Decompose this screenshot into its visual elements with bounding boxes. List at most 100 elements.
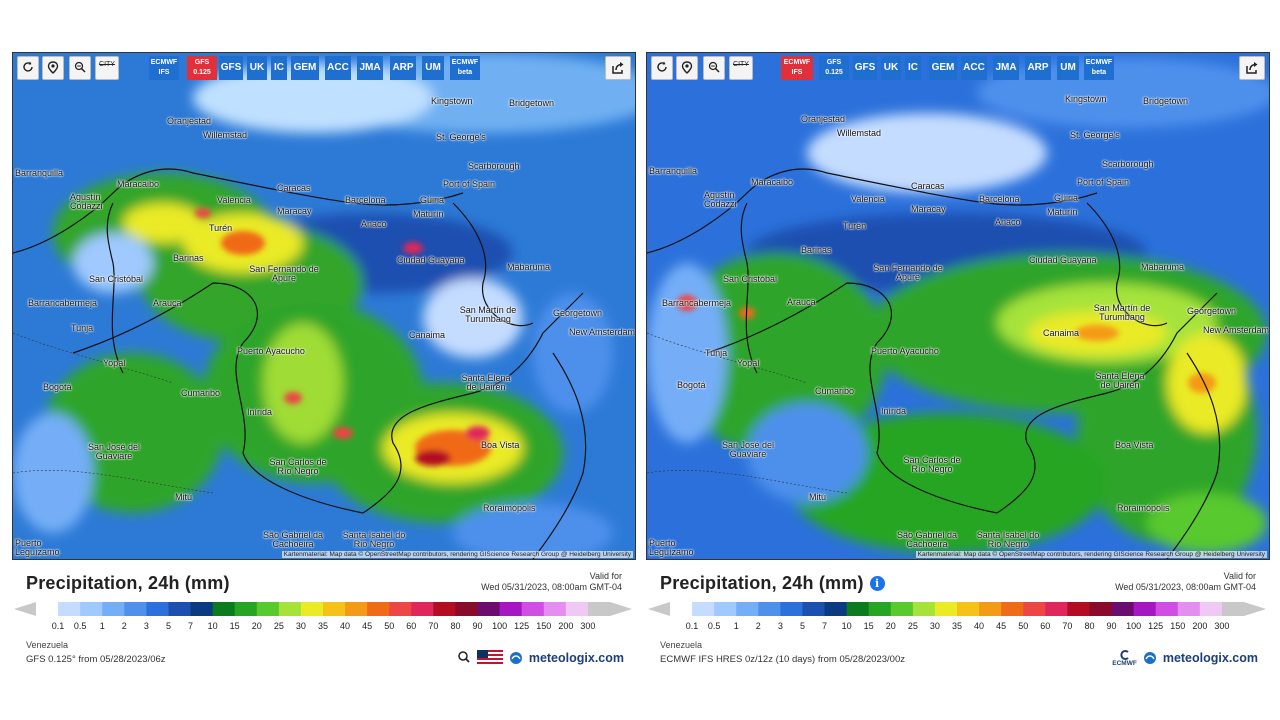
zoom-out-button[interactable] bbox=[703, 56, 725, 80]
scale-color-swatch bbox=[692, 602, 715, 616]
model-ecmwf-beta-button[interactable]: ECMWF beta bbox=[450, 56, 480, 80]
scale-color-swatch bbox=[477, 602, 501, 616]
city-toggle-button[interactable]: CITY bbox=[729, 56, 753, 80]
scale-arrow-left bbox=[648, 602, 670, 616]
scale-tick-label: 25 bbox=[273, 621, 284, 631]
refresh-button[interactable] bbox=[17, 56, 39, 80]
precip-field bbox=[13, 53, 635, 559]
city-toggle-button[interactable]: CITY bbox=[95, 56, 119, 80]
scale-tick-label: 30 bbox=[929, 621, 940, 631]
model-gfs-0125-button[interactable]: GFS 0.125 bbox=[819, 56, 849, 80]
model-acc-button[interactable]: ACC bbox=[325, 56, 351, 80]
zoom-out-button[interactable] bbox=[69, 56, 91, 80]
model-uk-button[interactable]: UK bbox=[881, 56, 901, 80]
valid-time: Valid for Wed 05/31/2023, 08:00am GMT-04 bbox=[1115, 571, 1256, 593]
city-label: Güiria bbox=[1054, 193, 1079, 203]
city-label: St. George's bbox=[1070, 130, 1120, 140]
city-label: Boa Vista bbox=[1115, 440, 1154, 450]
scale-color-swatch bbox=[802, 602, 826, 616]
city-label: Oranjestad bbox=[167, 116, 212, 126]
model-ic-button[interactable]: IC bbox=[905, 56, 921, 80]
city-label: Maturín bbox=[413, 209, 444, 219]
city-label: Barrancabermeja bbox=[28, 298, 98, 308]
model-uk-button[interactable]: UK bbox=[247, 56, 267, 80]
city-label: São Gabriel da Cachoeira bbox=[262, 530, 324, 549]
scale-color-swatch bbox=[212, 602, 236, 616]
model-acc-button[interactable]: ACC bbox=[961, 56, 987, 80]
city-label: Güiria bbox=[420, 195, 445, 205]
model-ecmwf-beta-button[interactable]: ECMWF beta bbox=[1084, 56, 1114, 80]
scale-tick-label: 20 bbox=[885, 621, 896, 631]
model-gfs-button[interactable]: GFS bbox=[219, 56, 243, 80]
city-label: Maracay bbox=[911, 204, 946, 214]
city-label: Canaima bbox=[409, 330, 446, 340]
city-label: San Martín de Turumbang bbox=[1093, 303, 1151, 322]
scale-tick-label: 200 bbox=[1192, 621, 1208, 631]
model-arp-button[interactable]: ARP bbox=[390, 56, 416, 80]
city-label: Tunja bbox=[705, 348, 728, 358]
scale-color-swatch bbox=[780, 602, 803, 616]
scale-tick-label: 125 bbox=[1148, 621, 1164, 631]
share-button[interactable] bbox=[1239, 56, 1265, 80]
location-button[interactable] bbox=[42, 56, 64, 80]
scale-color-swatch bbox=[543, 602, 567, 616]
scale-color-swatch bbox=[1133, 602, 1157, 616]
city-label: San Cristóbal bbox=[723, 274, 778, 284]
model-jma-button[interactable]: JMA bbox=[357, 56, 383, 80]
map-toolbar: CITY ECMWF IFS GFS 0.125 GFS UK IC GEM ACC… bbox=[647, 56, 1269, 82]
ecmwf-logo-icon bbox=[1119, 649, 1129, 660]
city-label: Maracaibo bbox=[117, 179, 160, 189]
model-gem-button[interactable]: GEM bbox=[929, 56, 957, 80]
city-label: Kingstown bbox=[1065, 94, 1107, 104]
scale-tick-label: 20 bbox=[251, 621, 262, 631]
scale-tick-label: 5 bbox=[799, 621, 805, 631]
city-label: Santa Isabel do Rio Negro bbox=[342, 530, 406, 549]
city-label: St. George's bbox=[436, 132, 486, 142]
scale-color-swatch bbox=[824, 602, 848, 616]
brand: ECMWF meteologix.com bbox=[1112, 648, 1258, 668]
model-ecmwf-ifs-button[interactable]: ECMWF IFS bbox=[781, 56, 813, 80]
location-button[interactable] bbox=[676, 56, 698, 80]
brand-name[interactable]: meteologix.com bbox=[528, 651, 624, 665]
scale-tick-label: 60 bbox=[406, 621, 417, 631]
scale-tick-label: 0.5 bbox=[707, 621, 721, 631]
scale-tick-label: 40 bbox=[340, 621, 351, 631]
city-label: Mitú bbox=[809, 492, 827, 502]
model-jma-button[interactable]: JMA bbox=[993, 56, 1019, 80]
city-label: San Carlos de Río Negro bbox=[903, 455, 961, 474]
model-um-button[interactable]: UM bbox=[422, 56, 444, 80]
city-label: Arauca bbox=[153, 298, 182, 308]
scale-color-swatch bbox=[1111, 602, 1135, 616]
scale-tick-label: 7 bbox=[822, 621, 828, 631]
scale-color-swatch bbox=[278, 602, 302, 616]
scale-tick-label: 80 bbox=[450, 621, 461, 631]
city-label: Maturín bbox=[1047, 207, 1078, 217]
info-icon[interactable]: i bbox=[869, 576, 885, 591]
precipitation-map[interactable]: Oranjestad Willemstad Kingstown Bridgeto… bbox=[12, 52, 636, 560]
city-label: Turén bbox=[209, 223, 233, 233]
scale-color-swatch bbox=[670, 602, 693, 616]
precipitation-map[interactable]: Oranjestad Willemstad Kingstown Bridgeto… bbox=[646, 52, 1270, 560]
model-gfs-0125-button[interactable]: GFS 0.125 bbox=[187, 56, 217, 80]
city-label: Barranquilla bbox=[649, 166, 698, 176]
city-label: São Gabriel da Cachoeira bbox=[896, 530, 958, 549]
city-label: Tunja bbox=[71, 323, 94, 333]
scale-color-swatch bbox=[934, 602, 958, 616]
city-label: Arauca bbox=[787, 297, 816, 307]
model-gem-button[interactable]: GEM bbox=[291, 56, 319, 80]
model-arp-button[interactable]: ARP bbox=[1025, 56, 1051, 80]
model-source: GFS 0.125° from 05/28/2023/06z bbox=[26, 654, 166, 665]
city-label: Valencia bbox=[217, 195, 251, 205]
map-attribution: Kartenmaterial: Map data © OpenStreetMap… bbox=[281, 551, 633, 558]
city-label: Mabaruma bbox=[507, 262, 551, 272]
chart-title-text: Precipitation, 24h (mm) bbox=[660, 573, 864, 593]
city-label: Agustín Codazzi bbox=[70, 192, 103, 211]
model-ic-button[interactable]: IC bbox=[271, 56, 287, 80]
model-ecmwf-ifs-button[interactable]: ECMWF IFS bbox=[149, 56, 179, 80]
brand-name[interactable]: meteologix.com bbox=[1162, 651, 1258, 665]
share-button[interactable] bbox=[605, 56, 631, 80]
refresh-button[interactable] bbox=[651, 56, 673, 80]
location-pin-icon bbox=[681, 61, 693, 74]
model-gfs-button[interactable]: GFS bbox=[853, 56, 877, 80]
model-um-button[interactable]: UM bbox=[1057, 56, 1079, 80]
